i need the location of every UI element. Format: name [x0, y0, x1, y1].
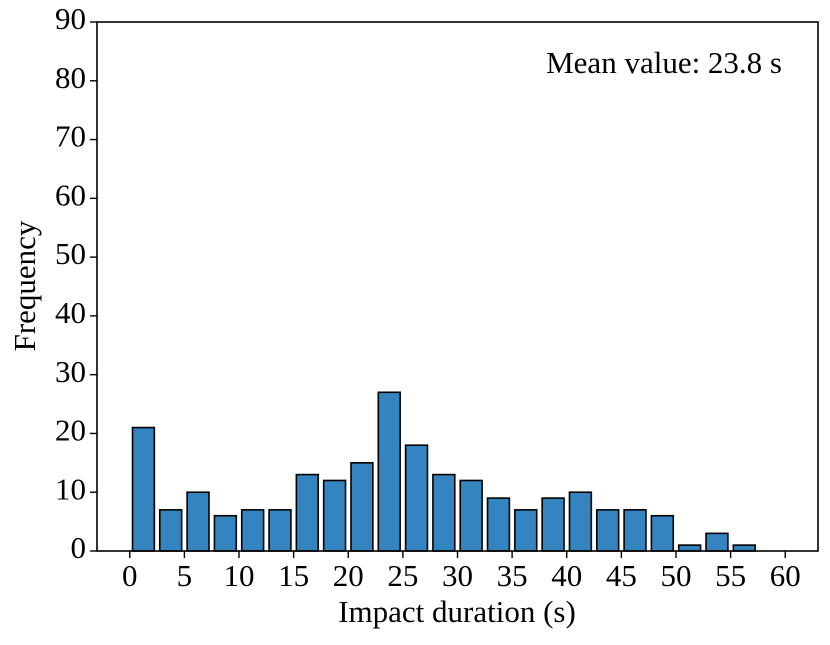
bar	[186, 491, 210, 552]
x-tick-label: 60	[770, 558, 801, 593]
bar	[377, 391, 401, 552]
bar	[295, 473, 320, 552]
x-tick-label: 15	[278, 558, 309, 593]
y-tick-label: 20	[55, 413, 86, 448]
x-tick-label: 30	[442, 558, 473, 593]
bar	[650, 514, 675, 552]
bar	[131, 426, 156, 552]
bar	[268, 509, 292, 552]
x-tick-label: 10	[224, 558, 255, 593]
y-tick-label: 60	[55, 177, 86, 212]
bar	[486, 497, 511, 552]
y-tick-label: 30	[55, 354, 86, 389]
x-tick-label: 55	[715, 558, 746, 593]
y-tick-label: 10	[55, 471, 86, 506]
bar	[213, 514, 238, 552]
y-tick-label: 40	[55, 295, 86, 330]
bar	[404, 444, 429, 552]
plot-frame	[96, 21, 819, 552]
y-tick-label: 70	[55, 119, 86, 154]
bar	[350, 462, 374, 552]
x-tick-label: 35	[497, 558, 528, 593]
bar	[623, 509, 647, 552]
bar	[159, 509, 183, 552]
bar	[595, 509, 620, 552]
x-tick-label: 25	[387, 558, 418, 593]
bar	[514, 509, 538, 552]
bar	[459, 479, 483, 552]
y-tick-label: 80	[55, 60, 86, 95]
bar	[705, 532, 729, 552]
x-tick-label: 40	[551, 558, 582, 593]
x-tick-label: 0	[122, 558, 138, 593]
bar	[541, 497, 565, 552]
y-tick-label: 90	[55, 1, 86, 36]
bar	[240, 509, 265, 552]
x-tick-label: 5	[177, 558, 193, 593]
bar	[432, 473, 456, 552]
y-axis-label: Frequency	[7, 220, 42, 351]
y-tick-label: 0	[71, 530, 87, 565]
x-axis-label: Impact duration (s)	[338, 594, 576, 629]
x-tick-label: 45	[606, 558, 637, 593]
annotation: Mean value: 23.8 s	[546, 45, 782, 80]
bar	[732, 544, 756, 552]
x-tick-label: 20	[333, 558, 364, 593]
bar	[568, 491, 593, 552]
bar	[322, 479, 347, 552]
x-tick-label: 50	[660, 558, 691, 593]
bar	[677, 544, 702, 552]
y-tick-label: 50	[55, 236, 86, 271]
